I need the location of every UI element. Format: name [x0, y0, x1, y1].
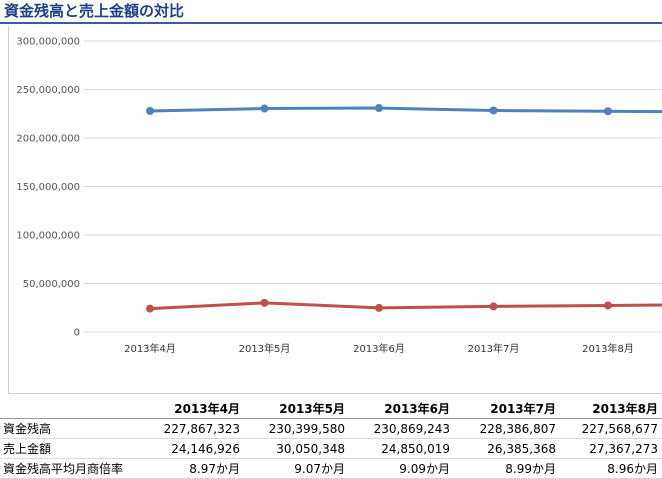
table-cell: 27,367,273: [560, 439, 662, 459]
table-cell: 228,386,807: [454, 419, 560, 439]
column-header: 2013年4月: [157, 399, 244, 419]
table-header-row: 2013年4月 2013年5月 2013年6月 2013年7月 2013年8月: [0, 399, 662, 419]
series-1-point: [376, 105, 383, 112]
table-cell: 230,869,243: [349, 419, 454, 439]
x-tick-label: 2013年4月: [124, 342, 176, 355]
table-cell: 26,385,368: [454, 439, 560, 459]
column-header: 2013年6月: [349, 399, 454, 419]
data-table: 2013年4月 2013年5月 2013年6月 2013年7月 2013年8月 …: [0, 399, 662, 479]
table-cell: 9.07か月: [244, 459, 349, 479]
series-line-1: [150, 108, 662, 112]
gridlines: [84, 41, 662, 332]
series-2-point: [376, 304, 383, 311]
x-axis: 2013年4月 2013年5月 2013年6月 2013年7月 2013年8月: [124, 342, 634, 355]
table-cell: 24,146,926: [157, 439, 244, 459]
column-header: 2013年7月: [454, 399, 560, 419]
y-tick-label: 150,000,000: [16, 182, 80, 193]
series-2-point: [147, 305, 154, 312]
y-axis: 300,000,000 250,000,000 200,000,000 150,000…: [16, 37, 80, 339]
y-tick-label: 300,000,000: [16, 37, 80, 48]
table-corner-cell: [0, 399, 157, 419]
column-header: 2013年5月: [244, 399, 349, 419]
table-cell: 8.99か月: [454, 459, 560, 479]
series-2-point: [490, 303, 497, 310]
table-row: 売上金額 24,146,926 30,050,348 24,850,019 26…: [0, 439, 662, 459]
series-1-point: [605, 108, 612, 115]
title-underline: [0, 22, 662, 24]
table-cell: 8.96か月: [560, 459, 662, 479]
chart-frame: 300,000,000 250,000,000 200,000,000 150,000…: [8, 26, 662, 394]
series-1-point: [490, 107, 497, 114]
row-label: 資金残高平均月商倍率: [0, 459, 157, 479]
y-tick-label: 100,000,000: [16, 231, 80, 242]
series-1-point: [147, 107, 154, 114]
table-cell: 24,850,019: [349, 439, 454, 459]
x-tick-label: 2013年6月: [353, 342, 405, 355]
table-cell: 227,867,323: [157, 419, 244, 439]
x-tick-label: 2013年5月: [239, 342, 291, 355]
table-cell: 9.09か月: [349, 459, 454, 479]
column-header: 2013年8月: [560, 399, 662, 419]
table-cell: 8.97か月: [157, 459, 244, 479]
y-tick-label: 50,000,000: [23, 279, 80, 290]
series-line-2: [150, 303, 662, 309]
y-tick-label: 250,000,000: [16, 85, 80, 96]
series-2-point: [261, 299, 268, 306]
x-tick-label: 2013年7月: [468, 342, 520, 355]
y-tick-label: 200,000,000: [16, 134, 80, 145]
table-cell: 230,399,580: [244, 419, 349, 439]
y-tick-label: 0: [74, 328, 80, 339]
series-1-point: [261, 105, 268, 112]
page-title: 資金残高と売上金額の対比: [4, 0, 184, 21]
line-chart: 300,000,000 250,000,000 200,000,000 150,000…: [9, 26, 662, 392]
row-label: 売上金額: [0, 439, 157, 459]
table-row: 資金残高平均月商倍率 8.97か月 9.07か月 9.09か月 8.99か月 8…: [0, 459, 662, 479]
x-tick-label: 2013年8月: [582, 342, 634, 355]
table-cell: 30,050,348: [244, 439, 349, 459]
row-label: 資金残高: [0, 419, 157, 439]
series: [147, 105, 662, 313]
series-2-point: [605, 302, 612, 309]
table-cell: 227,568,677: [560, 419, 662, 439]
table-row: 資金残高 227,867,323 230,399,580 230,869,243…: [0, 419, 662, 439]
